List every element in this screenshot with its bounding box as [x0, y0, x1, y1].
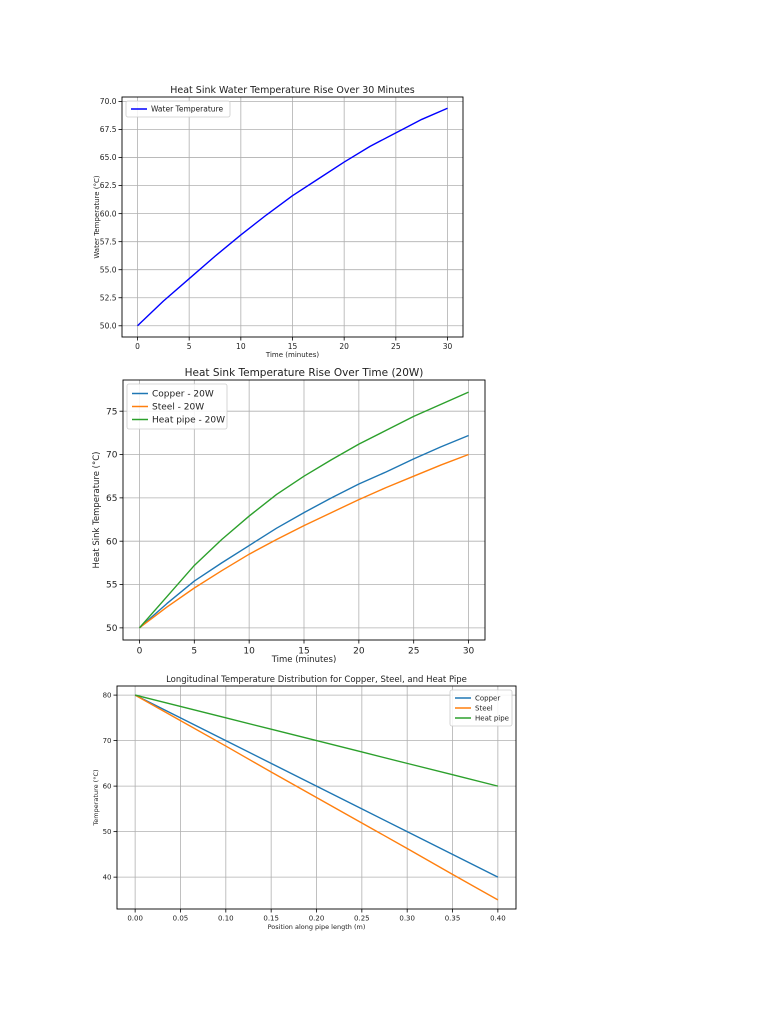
- y-tick-label: 52.5: [100, 293, 117, 302]
- x-tick-label: 10: [243, 647, 255, 657]
- y-tick-label: 62.5: [100, 181, 117, 190]
- x-tick-label: 10: [236, 342, 246, 351]
- legend-box: [449, 689, 513, 727]
- series-line-steel-20w: [139, 453, 469, 629]
- y-tick-label: 60.0: [100, 209, 117, 218]
- x-tick-label: 0.35: [445, 915, 461, 923]
- y-axis-label: Heat Sink Temperature (°C): [92, 452, 102, 569]
- x-axis-label: Time (minutes): [271, 655, 337, 665]
- series-line-heat-pipe-20w: [138, 391, 469, 629]
- x-tick-label: 30: [463, 647, 475, 657]
- y-tick-label: 55: [106, 581, 117, 591]
- x-tick-label: 20: [339, 342, 349, 351]
- legend-label: Steel: [475, 704, 493, 712]
- y-axis-label: Water Temperature (°C): [93, 175, 101, 259]
- y-axis-label: Temperature (°C): [92, 769, 100, 826]
- x-tick-label: 0: [135, 342, 140, 351]
- y-tick-label: 60: [103, 783, 112, 791]
- x-tick-label: 15: [288, 342, 298, 351]
- y-tick-label: 50.0: [100, 321, 117, 330]
- x-tick-label: 25: [408, 647, 419, 657]
- x-tick-label: 0.30: [399, 915, 415, 923]
- x-tick-label: 0.20: [309, 915, 325, 923]
- x-tick-label: 0.25: [354, 915, 370, 923]
- x-tick-label: 0.00: [127, 915, 143, 923]
- heat-sink-temperature-chart: 0 5 10 15 20 25 30 50 55 60 65 70 75 Heat Sink Temper…: [92, 367, 486, 665]
- y-tick-label: 75: [106, 407, 117, 417]
- legend: Water Temperature: [125, 100, 231, 118]
- legend-label: Heat pipe - 20W: [152, 416, 225, 426]
- y-tick-label: 65.0: [100, 153, 117, 162]
- series-line-steel: [134, 694, 499, 901]
- longitudinal-temperature-chart: 0.00 0.05 0.10 0.15 0.20 0.25 0.30 0.35 0.40 40 50…: [92, 675, 517, 931]
- series-line-copper: [134, 694, 499, 878]
- x-tick-label: 0.05: [173, 915, 189, 923]
- legend-label: Water Temperature: [151, 105, 223, 114]
- x-tick-label: 5: [187, 342, 192, 351]
- x-tick-label: 25: [391, 342, 401, 351]
- x-tick-label: 0.10: [218, 915, 234, 923]
- x-tick-label: 0: [137, 647, 143, 657]
- x-tick-label: 20: [353, 647, 365, 657]
- x-tick-label: 0.15: [263, 915, 279, 923]
- y-tick-label: 40: [103, 874, 112, 882]
- y-tick-label: 67.5: [100, 125, 117, 134]
- x-tick-label: 0.40: [490, 915, 506, 923]
- legend-box: [126, 383, 228, 430]
- x-axis-label: Position along pipe length (m): [268, 923, 366, 931]
- y-tick-label: 55.0: [100, 265, 117, 274]
- legend-label: Steel - 20W: [152, 403, 204, 413]
- legend-label: Heat pipe: [475, 714, 509, 722]
- chart-title: Heat Sink Temperature Rise Over Time (20…: [185, 367, 424, 379]
- legend-label: Copper: [475, 694, 500, 702]
- y-tick-label: 70.0: [100, 97, 117, 106]
- y-tick-label: 70: [106, 451, 118, 461]
- y-tick-label: 57.5: [100, 237, 117, 246]
- y-tick-label: 50: [103, 828, 112, 836]
- x-tick-label: 5: [191, 647, 197, 657]
- x-tick-label: 30: [443, 342, 453, 351]
- y-tick-label: 70: [103, 737, 112, 745]
- series-line-copper-20w: [138, 434, 469, 629]
- y-tick-label: 60: [106, 537, 118, 547]
- y-tick-label: 80: [103, 692, 112, 700]
- x-axis-label: Time (minutes): [265, 351, 319, 359]
- chart-title: Longitudinal Temperature Distribution fo…: [166, 675, 467, 685]
- series-line-water-temperature: [137, 107, 448, 327]
- series-line-heat-pipe: [134, 694, 499, 787]
- x-tick-label: 15: [298, 647, 309, 657]
- y-tick-label: 50: [106, 624, 118, 634]
- water-temperature-chart: 0 5 10 15 20 25 30 50.0 52.5 55.0 57.5 60.0 62.5 65.0…: [93, 85, 464, 359]
- chart-title: Heat Sink Water Temperature Rise Over 30…: [170, 85, 415, 96]
- legend-box: [125, 100, 231, 118]
- legend: Copper Steel Heat pipe: [449, 689, 513, 727]
- legend: Copper - 20W Steel - 20W Heat pipe - 20W: [126, 383, 228, 430]
- legend-label: Copper - 20W: [152, 390, 214, 400]
- y-tick-label: 65: [106, 494, 117, 504]
